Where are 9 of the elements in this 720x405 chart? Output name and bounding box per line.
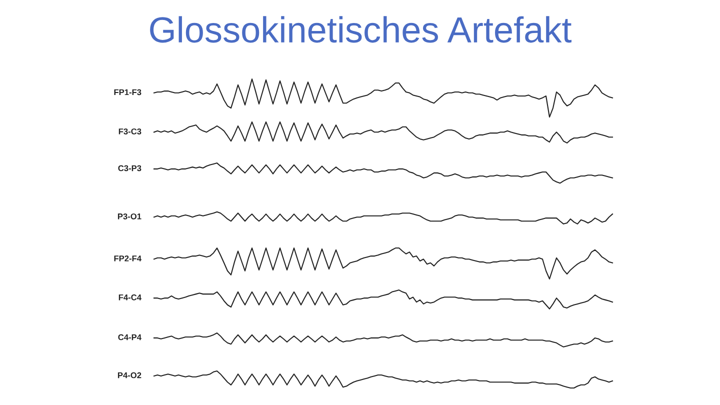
chart-title: Glossokinetisches Artefakt	[150, 16, 572, 43]
series-label: C3-P3	[118, 165, 142, 172]
series-label: F3-C3	[118, 128, 142, 134]
series-label: FP1-F3	[114, 89, 142, 96]
series-label: P3-O1	[118, 213, 142, 220]
series-label: F4-C4	[118, 294, 142, 300]
series-label: C4-P4	[118, 334, 142, 340]
series-label: P4-O2	[118, 372, 142, 378]
series-label: FP2-F4	[114, 255, 142, 262]
